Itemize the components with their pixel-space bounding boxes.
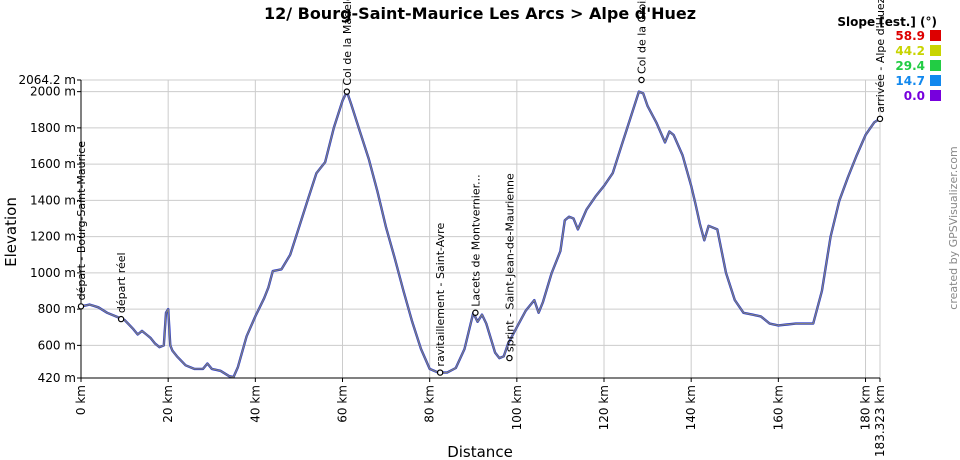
- y-tick-label: 1800 m: [30, 121, 76, 135]
- waypoint-marker: [506, 354, 513, 362]
- legend-value: 14.7: [895, 74, 925, 88]
- x-tick-label: 100 km: [510, 385, 524, 430]
- slope-legend: Slope [est.] (°) 58.944.229.414.70.0: [837, 15, 941, 103]
- legend-value: 0.0: [904, 89, 925, 103]
- waypoint-marker: [117, 315, 125, 323]
- y-tick-label: 2000 m: [30, 85, 76, 99]
- legend-value: 58.9: [895, 29, 925, 43]
- legend-title: Slope [est.] (°): [837, 15, 937, 29]
- y-tick-label: 1400 m: [30, 193, 76, 207]
- x-tick-label: 183.323 km: [873, 385, 887, 457]
- legend-value: 44.2: [895, 44, 925, 58]
- waypoint-label: ravitaillement - Saint-Avre: [434, 223, 447, 367]
- legend-swatch: [930, 60, 941, 71]
- waypoint-marker: [343, 88, 351, 95]
- waypoint-marker: [472, 309, 479, 316]
- chart-title: 12/ Bourg-Saint-Maurice Les Arcs > Alpe …: [264, 4, 696, 23]
- x-axis-ticks: 0 km 20 km 40 km 60 km 80 km 100 km 120 km 140 …: [74, 378, 887, 457]
- legend-swatch: [930, 30, 941, 41]
- waypoint-marker: [638, 76, 645, 84]
- legend-value: 29.4: [895, 59, 925, 73]
- x-tick-label: 160 km: [771, 385, 785, 430]
- y-tick-label: 1200 m: [30, 230, 76, 244]
- y-axis-ticks: 420 m 600 m 800 m 1000 m 1200 m 1400 m 1600 m 1…: [19, 73, 81, 385]
- x-tick-label: 120 km: [597, 385, 611, 430]
- waypoint-marker: [436, 369, 444, 376]
- x-tick-label: 0 km: [74, 385, 88, 415]
- waypoint-label: départ - Bourg-Saint-Maurice: [75, 141, 88, 301]
- x-tick-label: 180 km: [859, 385, 873, 430]
- axes: [80, 80, 880, 379]
- waypoint-label: Lacets de Montvernier...: [469, 174, 482, 306]
- waypoint-label: départ réel: [115, 252, 128, 313]
- legend-swatch: [930, 45, 941, 56]
- y-axis-label: Elevation: [2, 197, 20, 267]
- x-axis-label: Distance: [447, 443, 513, 460]
- y-tick-label: 1600 m: [30, 157, 76, 171]
- waypoint-markers: départ - Bourg-Saint-Maurice départ réel C…: [75, 0, 887, 376]
- waypoint-label: Col de la Croix de Fer: [635, 0, 648, 74]
- x-tick-label: 40 km: [248, 385, 262, 423]
- credit-text: created by GPSVisualizer.com: [947, 146, 960, 309]
- x-tick-label: 80 km: [423, 385, 437, 423]
- waypoint-marker: [876, 115, 884, 123]
- x-tick-label: 140 km: [684, 385, 698, 430]
- y-tick-label: 1000 m: [30, 266, 76, 280]
- legend-swatch: [930, 75, 941, 86]
- y-tick-label: 2064.2 m: [19, 73, 77, 87]
- x-tick-label: 20 km: [161, 385, 175, 423]
- waypoint-label: sprint - Saint-Jean-de-Maurienne: [503, 173, 516, 352]
- y-tick-label: 600 m: [38, 338, 76, 352]
- y-tick-label: 800 m: [38, 302, 76, 316]
- waypoint-label: arrivée - Alpe d'Huez: [874, 0, 887, 113]
- waypoint-marker: [77, 303, 85, 310]
- waypoint-label: Col de la Madeleine: [341, 0, 354, 86]
- x-tick-label: 60 km: [336, 385, 350, 423]
- legend-swatch: [930, 90, 941, 101]
- y-tick-label: 420 m: [38, 371, 76, 385]
